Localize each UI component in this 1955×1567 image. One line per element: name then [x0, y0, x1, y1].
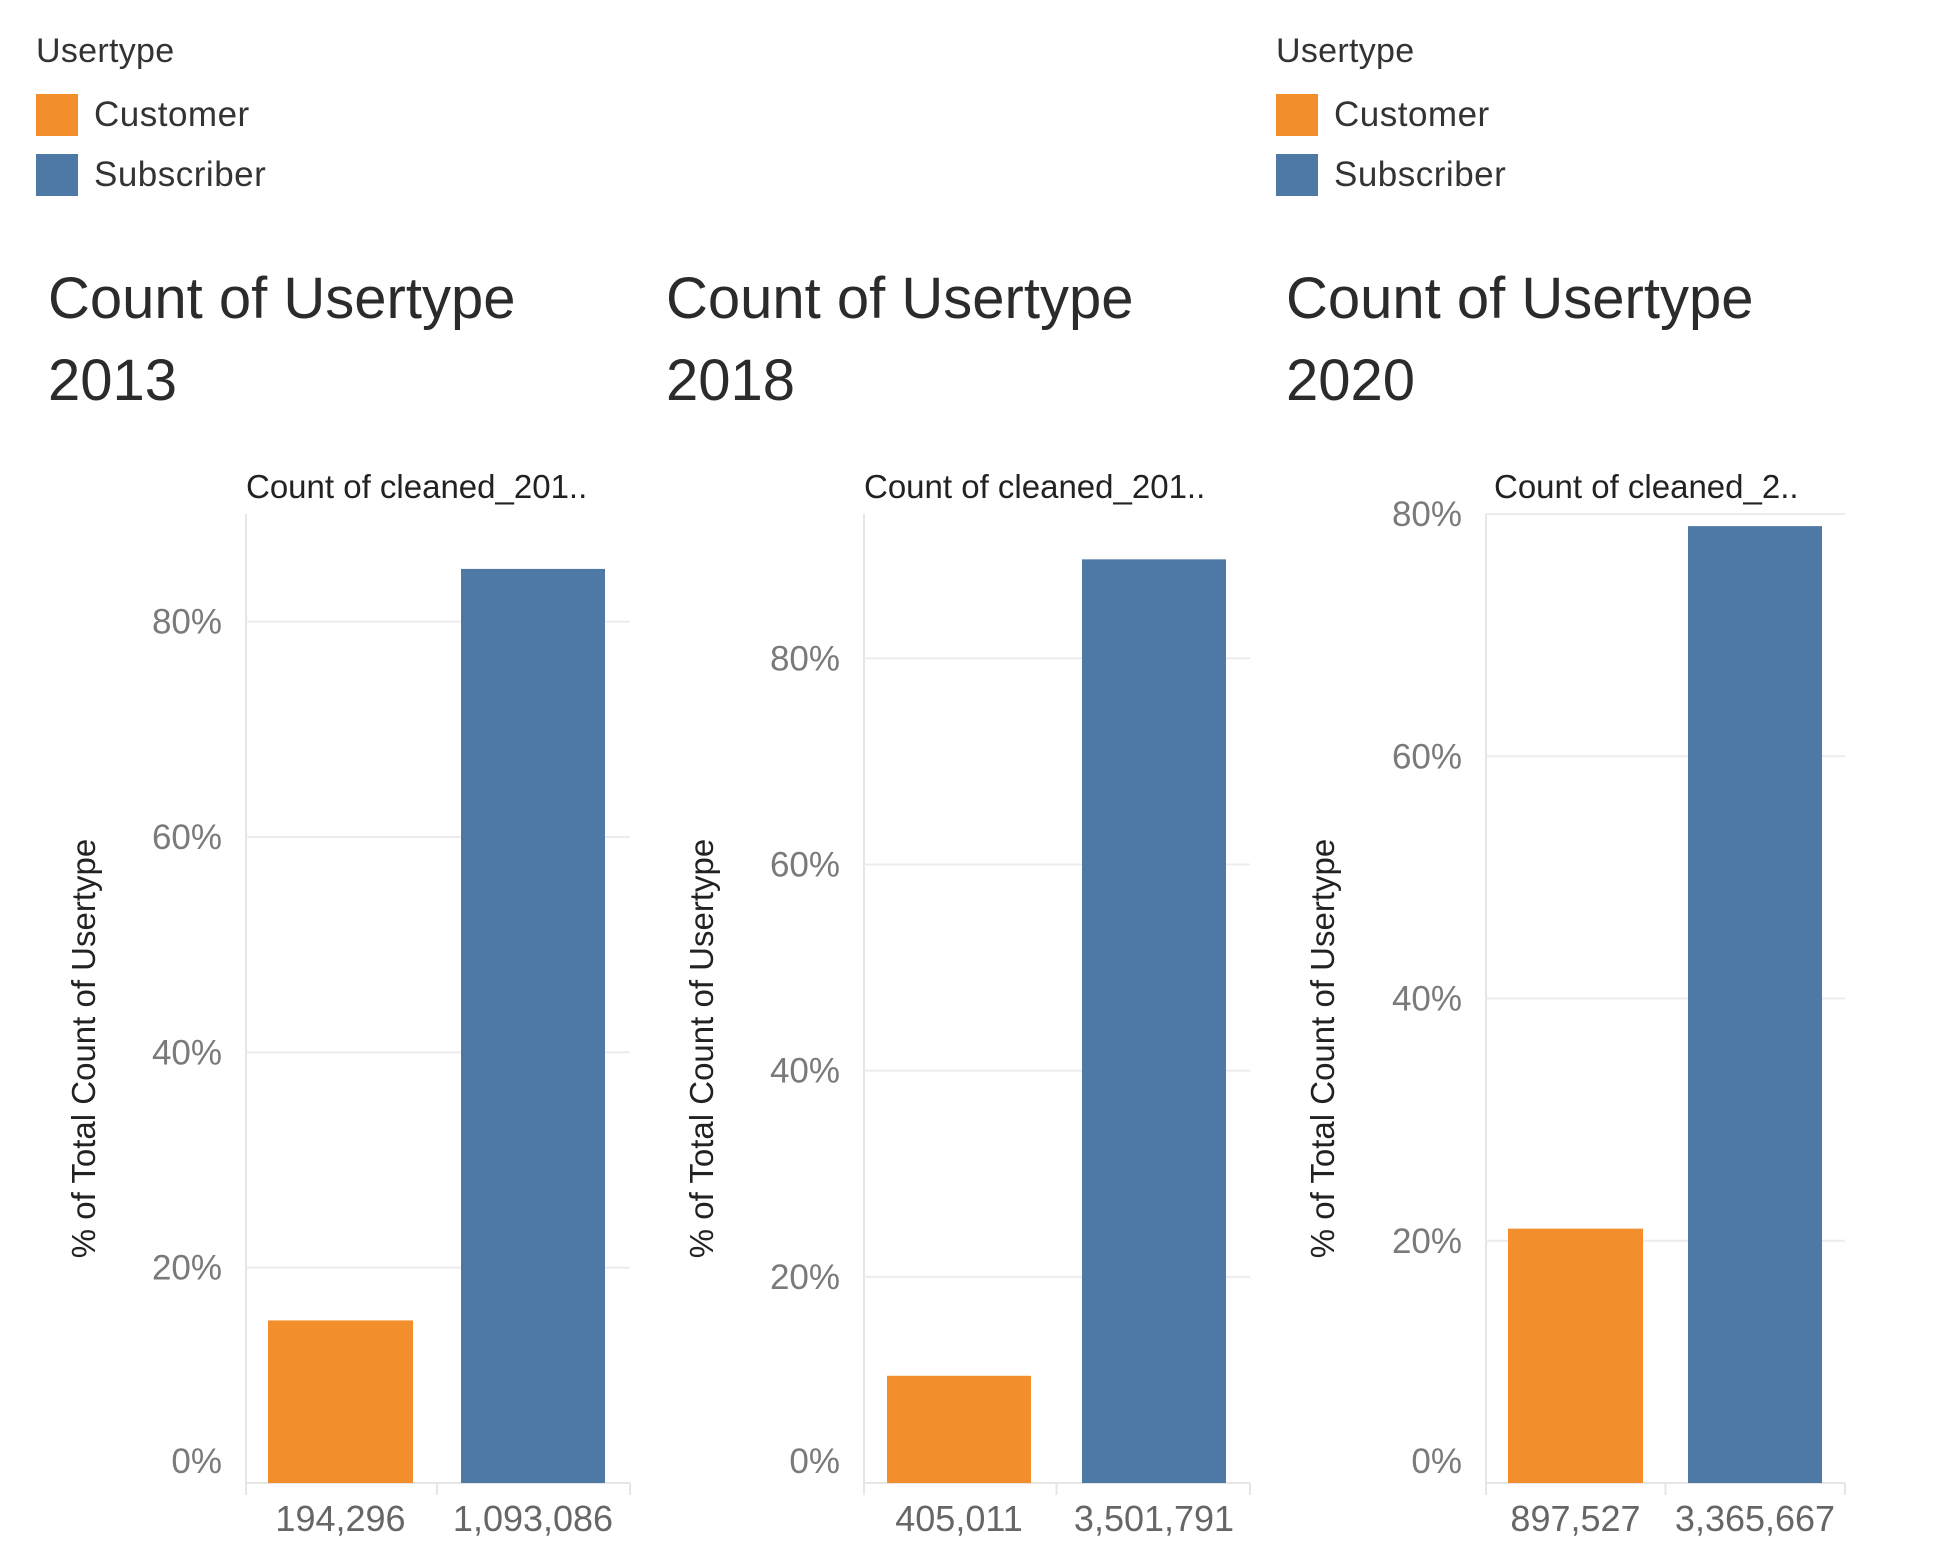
- y-tick-label: 60%: [1392, 737, 1462, 776]
- chart-title-2018: Count of Usertype 2018: [666, 258, 1133, 422]
- y-tick-label: 0%: [789, 1442, 840, 1481]
- y-axis-title: % of Total Count of Usertype: [65, 839, 102, 1258]
- y-tick-label: 0%: [1411, 1442, 1462, 1481]
- y-tick-label: 20%: [770, 1258, 840, 1297]
- x-category-label: 1,093,086: [453, 1498, 613, 1539]
- column-header: Count of cleaned_201..: [246, 468, 587, 505]
- column-header: Count of cleaned_2..: [1494, 468, 1799, 505]
- chart-title-year: 2013: [48, 348, 178, 413]
- bar-customer[interactable]: [887, 1375, 1031, 1483]
- y-tick-label: 40%: [152, 1033, 222, 1072]
- bar-subscriber[interactable]: [1082, 559, 1226, 1483]
- chart-title-year: 2020: [1286, 348, 1416, 413]
- chart-title-line: Count of Usertype: [666, 266, 1134, 331]
- bar-customer[interactable]: [268, 1320, 413, 1483]
- y-tick-label: 40%: [1392, 980, 1462, 1019]
- legend-swatch-subscriber: [1276, 154, 1318, 196]
- y-tick-label: 40%: [770, 1052, 840, 1091]
- legend-item-customer[interactable]: Customer: [36, 85, 266, 145]
- legend-swatch-customer: [36, 94, 78, 136]
- chart-title-2020: Count of Usertype 2020: [1286, 258, 1753, 422]
- y-axis-title: % of Total Count of Usertype: [683, 839, 720, 1258]
- chart-title-line: Count of Usertype: [1286, 266, 1754, 331]
- y-tick-label: 20%: [1392, 1222, 1462, 1261]
- y-tick-label: 20%: [152, 1249, 222, 1288]
- legend-label: Customer: [1334, 95, 1490, 134]
- bar-subscriber[interactable]: [1688, 526, 1822, 1483]
- bar-customer[interactable]: [1508, 1228, 1643, 1483]
- chart-title-line: Count of Usertype: [48, 266, 516, 331]
- y-tick-label: 80%: [770, 639, 840, 678]
- legend-item-subscriber[interactable]: Subscriber: [36, 145, 266, 205]
- column-header: Count of cleaned_201..: [864, 468, 1205, 505]
- x-category-label: 194,296: [275, 1498, 405, 1539]
- legend-title: Usertype: [1276, 32, 1415, 70]
- legend-swatch-customer: [1276, 94, 1318, 136]
- chart-title-year: 2018: [666, 348, 796, 413]
- chart-title-2013: Count of Usertype 2013: [48, 258, 515, 422]
- y-tick-label: 80%: [152, 603, 222, 642]
- bar-subscriber[interactable]: [461, 568, 605, 1483]
- y-tick-label: 0%: [171, 1442, 222, 1481]
- y-tick-label: 60%: [152, 818, 222, 857]
- legend-right: Usertype Customer Subscriber: [1276, 32, 1506, 205]
- y-tick-label: 60%: [770, 845, 840, 884]
- legend-label: Subscriber: [1334, 155, 1507, 194]
- legend-label: Customer: [94, 95, 250, 134]
- legend-item-customer[interactable]: Customer: [1276, 85, 1506, 145]
- y-axis-title: % of Total Count of Usertype: [1304, 839, 1341, 1258]
- x-category-label: 3,365,667: [1675, 1498, 1835, 1539]
- legend-title: Usertype: [36, 32, 175, 70]
- legend-left: Usertype Customer Subscriber: [36, 32, 266, 205]
- x-category-label: 405,011: [895, 1498, 1022, 1539]
- legend-swatch-subscriber: [36, 154, 78, 196]
- x-category-label: 897,527: [1510, 1498, 1640, 1539]
- y-tick-label: 80%: [1392, 495, 1462, 534]
- legend-label: Subscriber: [94, 155, 267, 194]
- legend-item-subscriber[interactable]: Subscriber: [1276, 145, 1506, 205]
- x-category-label: 3,501,791: [1074, 1498, 1234, 1539]
